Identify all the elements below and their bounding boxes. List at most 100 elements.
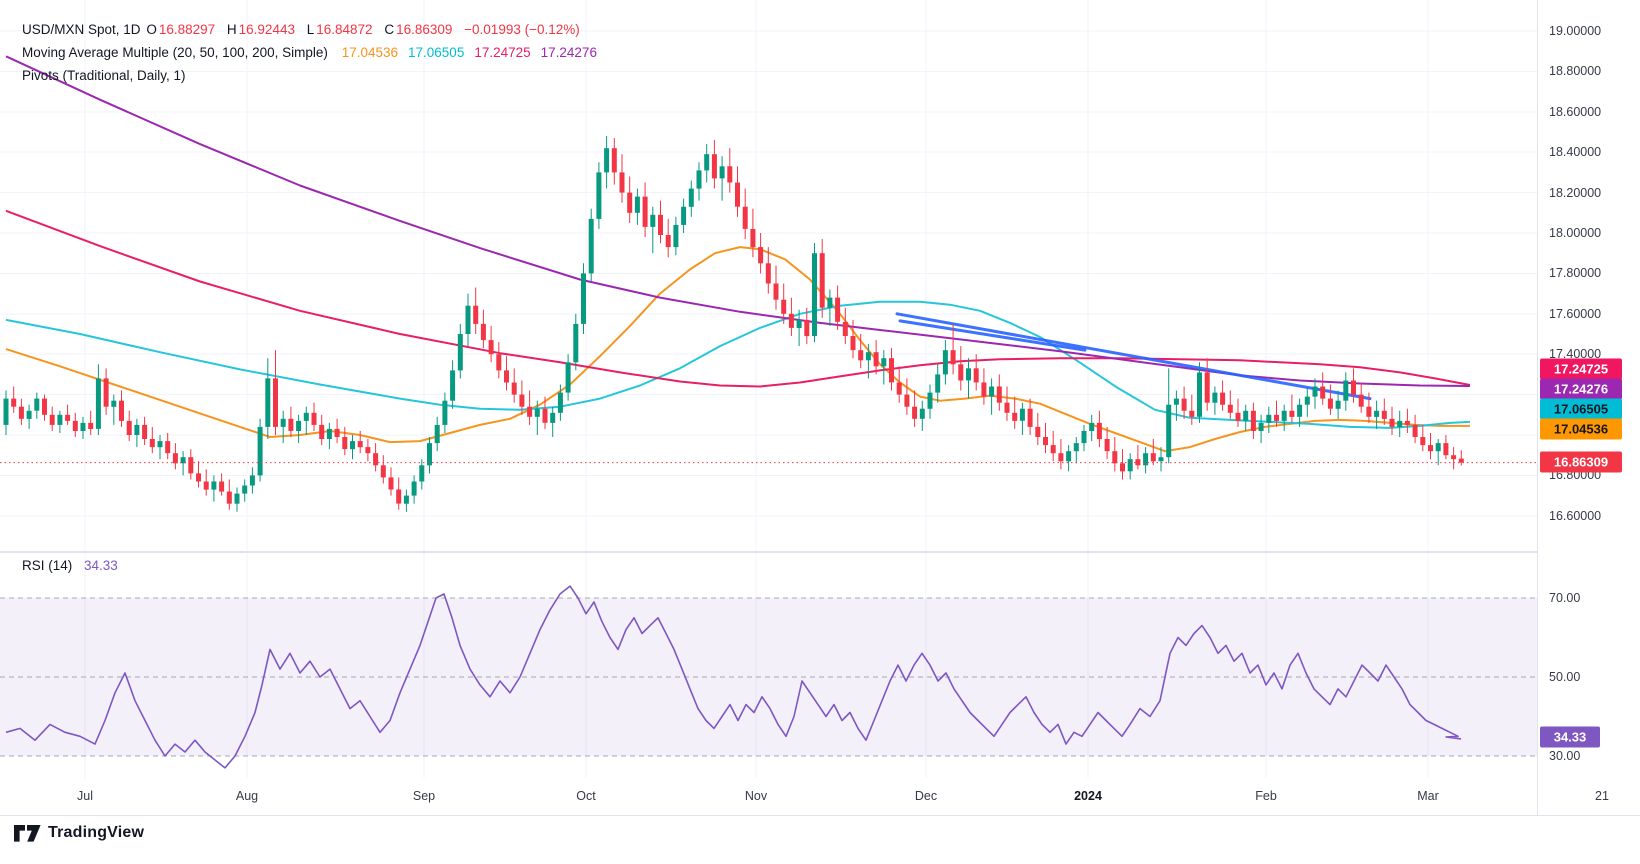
candle-body xyxy=(219,481,225,492)
ma-legend-value: 17.04536 xyxy=(341,45,399,60)
candle-body xyxy=(388,477,394,490)
candle-body xyxy=(981,382,987,397)
candle-body xyxy=(742,206,748,229)
candle-body xyxy=(350,441,355,450)
candle-body xyxy=(134,424,140,435)
price-axis-label: 18.60000 xyxy=(1549,105,1602,119)
candle-body xyxy=(650,214,656,227)
candle-body xyxy=(211,481,217,490)
candle-body xyxy=(496,354,502,371)
ma-legend-row[interactable]: Moving Average Multiple (20, 50, 100, 20… xyxy=(22,45,601,60)
candle-body xyxy=(42,398,47,415)
close-value: 16.86309 xyxy=(396,22,453,37)
candle-body xyxy=(1181,398,1187,411)
candle-body xyxy=(457,334,463,371)
price-badge: 17.24725 xyxy=(1540,358,1622,380)
candle-body xyxy=(18,406,24,419)
candle-body xyxy=(165,441,171,454)
candle-body xyxy=(1297,404,1303,417)
price-chart-canvas[interactable] xyxy=(0,0,1537,815)
candle-body xyxy=(1381,410,1387,419)
candle-body xyxy=(534,408,540,417)
candle-body xyxy=(1066,451,1072,462)
candle-body xyxy=(504,370,509,383)
candle-body xyxy=(912,406,918,419)
rsi-legend-row[interactable]: RSI (14) 34.33 xyxy=(22,558,118,573)
high-label: H xyxy=(226,22,237,37)
candle-body xyxy=(1173,398,1179,405)
candle-body xyxy=(1043,437,1048,446)
candle-body xyxy=(126,420,132,435)
candle-body xyxy=(1366,406,1372,417)
time-axis-label: 2024 xyxy=(1074,789,1102,803)
low-value: 16.84872 xyxy=(316,22,373,37)
symbol-legend-row[interactable]: USD/MXN Spot, 1D O 16.88297 H 16.92443 L 16… xyxy=(22,22,582,37)
candle-body xyxy=(858,350,864,361)
candle-body xyxy=(103,378,109,407)
price-axis-label: 17.60000 xyxy=(1549,307,1602,321)
candle-body xyxy=(1420,437,1426,446)
candle-body xyxy=(1050,445,1056,454)
candle-body xyxy=(642,196,648,227)
candle-body xyxy=(1104,439,1110,452)
candle-body xyxy=(1135,459,1141,466)
ma100-line xyxy=(5,209,1471,388)
candle-body xyxy=(942,350,948,375)
candle-body xyxy=(557,392,563,413)
pivots-legend-row[interactable]: Pivots (Traditional, Daily, 1) xyxy=(22,68,188,83)
time-axis-label: Aug xyxy=(235,789,259,803)
tradingview-logo[interactable]: TradingView xyxy=(14,824,144,842)
price-axis-label: 18.20000 xyxy=(1549,186,1602,200)
candle-body xyxy=(34,398,40,411)
candle-body xyxy=(665,235,671,248)
candle-body xyxy=(1320,386,1326,399)
price-badge: 17.06505 xyxy=(1540,398,1622,420)
candle-body xyxy=(1019,408,1025,421)
candle-body xyxy=(727,166,733,183)
candle-body xyxy=(527,406,533,417)
candle-body xyxy=(95,378,101,429)
candle-body xyxy=(265,378,271,427)
candle-body xyxy=(542,408,548,423)
candle-body xyxy=(1150,453,1156,462)
high-value: 16.92443 xyxy=(238,22,295,37)
candle-body xyxy=(1197,372,1202,417)
candle-body xyxy=(373,453,379,466)
candle-body xyxy=(1451,455,1457,460)
candle-body xyxy=(319,424,325,439)
candle-body xyxy=(573,323,579,363)
candle-body xyxy=(380,465,386,478)
candle-body xyxy=(234,493,240,504)
candle-body xyxy=(1428,445,1433,452)
open-label: O xyxy=(146,22,157,37)
candle-body xyxy=(488,340,494,355)
ma50-line xyxy=(5,300,1471,429)
candle-body xyxy=(827,297,833,308)
candle-body xyxy=(1412,424,1418,437)
candle-body xyxy=(442,400,448,425)
candle-body xyxy=(1189,410,1195,417)
pane-separator[interactable] xyxy=(0,551,1537,553)
candle-body xyxy=(1358,394,1364,407)
candle-body xyxy=(80,422,86,431)
candle-body xyxy=(365,447,371,454)
candle-body xyxy=(465,305,471,334)
candle-body xyxy=(881,358,887,367)
time-axis-label: Oct xyxy=(576,789,596,803)
candle-body xyxy=(180,457,186,464)
candle-body xyxy=(303,412,309,421)
price-axis-label: 19.00000 xyxy=(1549,24,1602,38)
candle-body xyxy=(819,253,825,308)
tradingview-logo-text: TradingView xyxy=(48,824,145,841)
time-axis-label: Feb xyxy=(1255,789,1277,803)
candle-body xyxy=(889,358,894,383)
candle-body xyxy=(996,386,1002,403)
candle-body xyxy=(1089,422,1095,431)
candle-body xyxy=(480,323,486,341)
open-value: 16.88297 xyxy=(158,22,216,37)
candle-body xyxy=(604,148,610,173)
candle-body xyxy=(1443,443,1449,456)
candle-body xyxy=(149,439,155,448)
candle-body xyxy=(550,412,556,423)
candle-body xyxy=(72,420,78,431)
